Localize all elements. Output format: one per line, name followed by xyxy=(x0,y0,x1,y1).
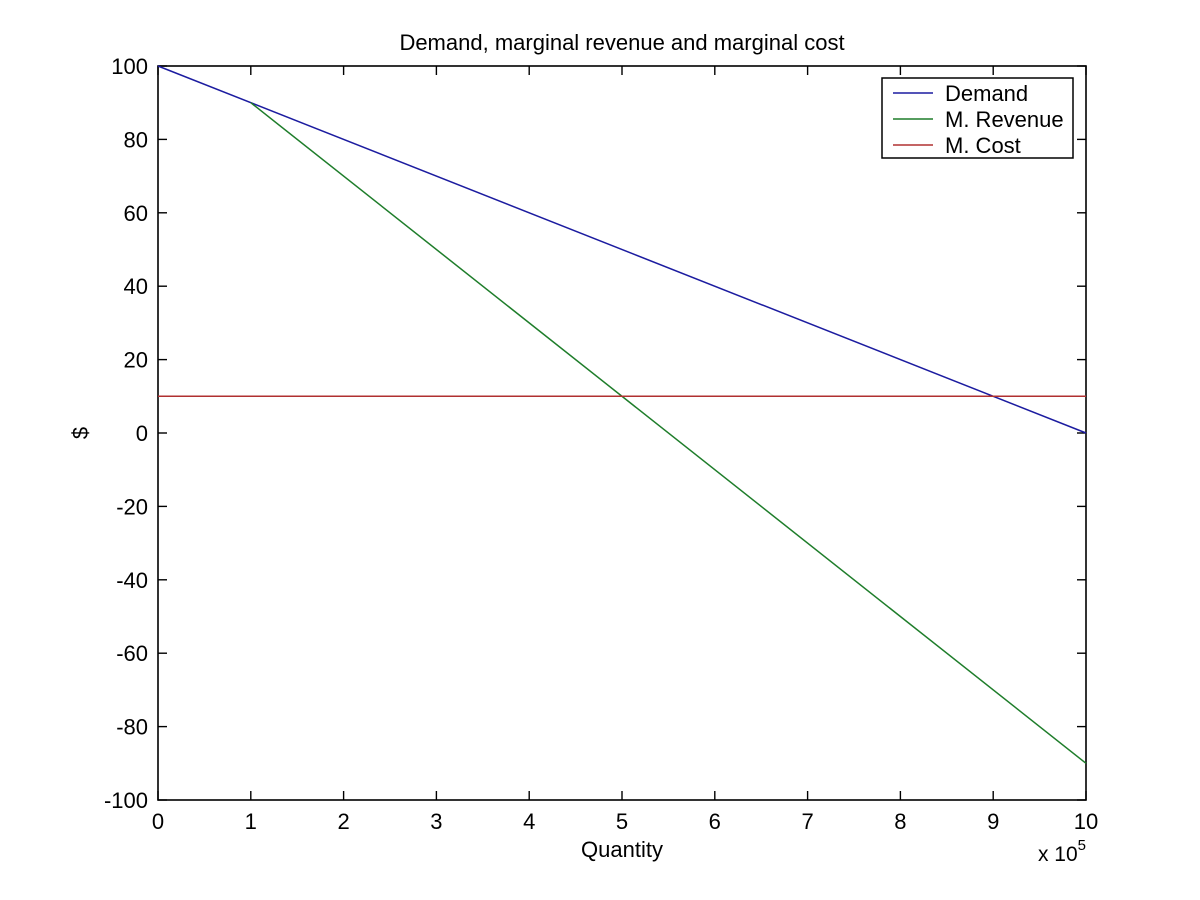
x-tick-label: 4 xyxy=(523,809,535,834)
y-tick-label: 20 xyxy=(124,348,148,373)
legend-entry-label: M. Cost xyxy=(945,133,1021,158)
y-axis-label: $ xyxy=(68,427,93,439)
y-tick-label: -100 xyxy=(104,788,148,813)
m-revenue-line xyxy=(250,102,1087,764)
x-tick-label: 5 xyxy=(616,809,628,834)
y-tick-label: -40 xyxy=(116,568,148,593)
y-tick-label: -80 xyxy=(116,715,148,740)
plot-border xyxy=(157,65,1087,801)
x-tick-label: 9 xyxy=(987,809,999,834)
x-tick-label: 7 xyxy=(801,809,813,834)
y-tick-label: 40 xyxy=(124,274,148,299)
y-tick-label: 60 xyxy=(124,201,148,226)
exponent-base: x 10 xyxy=(1038,843,1078,866)
x-tick-label: 0 xyxy=(152,809,164,834)
y-tick-label: 80 xyxy=(124,127,148,152)
exponent-power: 5 xyxy=(1078,837,1086,854)
x-tick-label: 2 xyxy=(337,809,349,834)
x-tick-label: 8 xyxy=(894,809,906,834)
legend-entry-label: Demand xyxy=(945,81,1028,106)
y-tick-label: 100 xyxy=(111,54,148,79)
x-tick-label: 3 xyxy=(430,809,442,834)
x-axis-exponent-label: x 105 xyxy=(1038,837,1086,866)
demand-line xyxy=(157,65,1087,434)
x-tick-label: 10 xyxy=(1074,809,1098,834)
y-tick-label: -20 xyxy=(116,494,148,519)
y-tick-label: 0 xyxy=(136,421,148,446)
x-tick-label: 6 xyxy=(709,809,721,834)
y-tick-label: -60 xyxy=(116,641,148,666)
x-axis-label: Quantity xyxy=(581,837,663,862)
legend-entry-label: M. Revenue xyxy=(945,107,1064,132)
x-tick-label: 1 xyxy=(245,809,257,834)
chart-title: Demand, marginal revenue and marginal co… xyxy=(399,30,844,55)
